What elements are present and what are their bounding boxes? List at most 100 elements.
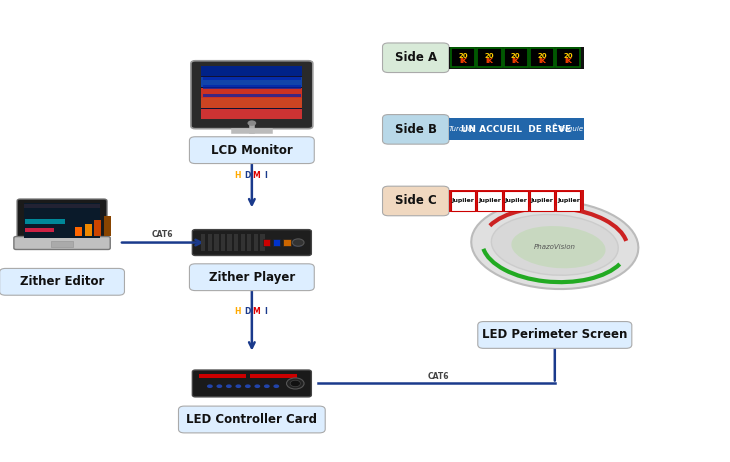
Bar [25, 228, 55, 232]
Text: Zither Player: Zither Player [209, 271, 295, 284]
Bar [203, 94, 301, 97]
Circle shape [216, 384, 222, 388]
Bar [104, 216, 111, 236]
Circle shape [273, 384, 279, 388]
Text: IK: IK [512, 58, 520, 63]
Text: Jupiler: Jupiler [478, 199, 501, 203]
Bar [449, 118, 584, 140]
Bar [23, 204, 101, 208]
Text: Jupiler: Jupiler [557, 199, 580, 203]
Bar [85, 224, 92, 236]
Bar [530, 48, 554, 67]
Ellipse shape [472, 201, 638, 289]
Text: Turquie: Turquie [558, 127, 584, 132]
Bar [254, 234, 258, 251]
Bar [250, 374, 298, 378]
FancyBboxPatch shape [18, 199, 107, 242]
Text: Turquie: Turquie [449, 127, 475, 132]
Text: Jupiler: Jupiler [531, 199, 553, 203]
Bar [207, 234, 212, 251]
Bar [201, 66, 302, 119]
Text: I: I [265, 307, 267, 316]
Bar [23, 203, 101, 238]
Text: 20: 20 [485, 53, 494, 59]
Ellipse shape [491, 214, 618, 275]
Text: M: M [253, 171, 261, 180]
Text: IK: IK [459, 58, 467, 63]
Bar [477, 191, 502, 211]
Text: 20: 20 [511, 53, 520, 59]
Text: UN ACCUEIL  DE RÊVE: UN ACCUEIL DE RÊVE [461, 125, 572, 134]
Circle shape [286, 378, 304, 389]
Text: CAT6: CAT6 [427, 372, 449, 381]
FancyBboxPatch shape [383, 186, 449, 216]
FancyBboxPatch shape [192, 230, 311, 255]
Text: D: D [244, 171, 250, 180]
Bar [556, 191, 580, 211]
Bar [201, 98, 302, 108]
Bar [273, 239, 280, 246]
Text: Side B: Side B [395, 123, 437, 136]
Bar [263, 239, 270, 246]
Bar [556, 48, 580, 67]
Text: PhazoVision: PhazoVision [534, 244, 576, 250]
Bar [227, 234, 231, 251]
Text: Zither Editor: Zither Editor [20, 275, 104, 288]
Text: Jupiler: Jupiler [504, 199, 527, 203]
Text: 20: 20 [564, 53, 573, 59]
FancyBboxPatch shape [383, 43, 449, 73]
Text: I: I [265, 171, 267, 180]
Text: Side C: Side C [395, 195, 437, 207]
Bar [220, 234, 225, 251]
Text: Jupiler: Jupiler [452, 199, 474, 203]
Bar [283, 239, 291, 246]
Bar [199, 374, 247, 378]
Bar [94, 220, 101, 236]
Circle shape [264, 384, 270, 388]
Text: H: H [234, 171, 241, 180]
Text: IK: IK [538, 58, 546, 63]
Bar [451, 191, 475, 211]
Bar [449, 47, 584, 69]
Ellipse shape [512, 226, 605, 268]
Bar [201, 77, 302, 87]
Text: LED Perimeter Screen: LED Perimeter Screen [482, 328, 628, 341]
FancyBboxPatch shape [178, 406, 325, 433]
Bar [477, 48, 502, 67]
Text: IK: IK [485, 58, 493, 63]
Circle shape [290, 380, 301, 387]
Bar [240, 234, 245, 251]
FancyBboxPatch shape [477, 322, 631, 348]
FancyBboxPatch shape [0, 268, 124, 295]
Circle shape [226, 384, 231, 388]
FancyBboxPatch shape [189, 137, 314, 164]
Bar [201, 67, 302, 76]
Text: H: H [234, 307, 241, 316]
FancyBboxPatch shape [191, 61, 312, 128]
Bar [51, 241, 73, 247]
Bar [504, 191, 528, 211]
Text: M: M [253, 307, 261, 316]
Text: D: D [244, 307, 250, 316]
Bar [293, 239, 301, 246]
Bar [530, 191, 554, 211]
Text: IK: IK [564, 58, 572, 63]
FancyBboxPatch shape [383, 115, 449, 144]
Bar [75, 227, 82, 236]
Bar [201, 109, 302, 119]
Bar [449, 190, 584, 212]
Circle shape [207, 384, 212, 388]
Text: LCD Monitor: LCD Monitor [211, 144, 293, 157]
Bar [504, 48, 528, 67]
Bar [260, 234, 264, 251]
Bar [247, 234, 251, 251]
Bar [203, 85, 301, 89]
Bar [201, 234, 206, 251]
Text: Side A: Side A [395, 51, 437, 64]
Bar [25, 219, 66, 224]
Circle shape [235, 384, 241, 388]
Circle shape [247, 120, 256, 126]
Bar [451, 48, 475, 67]
Circle shape [254, 384, 260, 388]
Circle shape [245, 384, 251, 388]
